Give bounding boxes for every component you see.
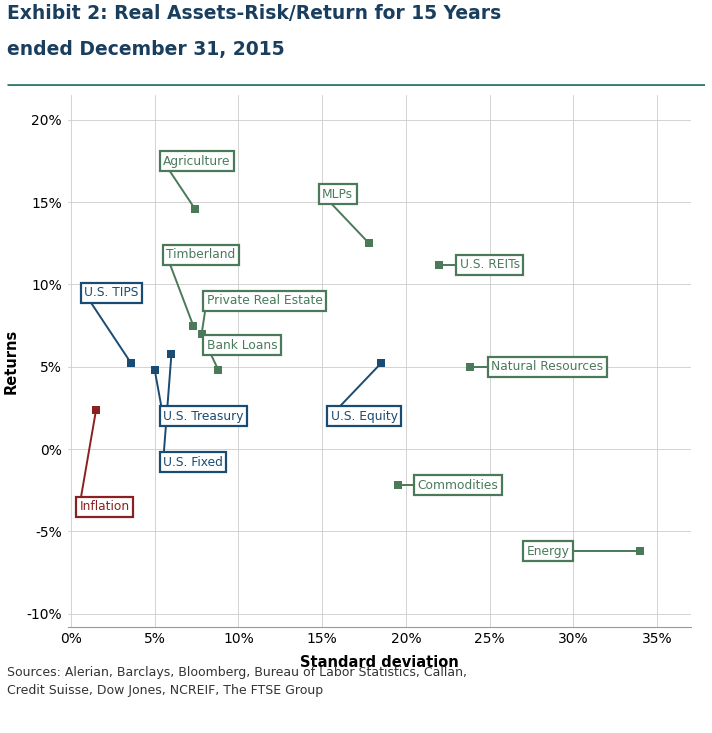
Text: U.S. REITs: U.S. REITs xyxy=(459,258,520,271)
Text: Energy: Energy xyxy=(526,545,570,558)
Y-axis label: Returns: Returns xyxy=(3,328,18,394)
Text: Private Real Estate: Private Real Estate xyxy=(206,295,323,307)
Text: ended December 31, 2015: ended December 31, 2015 xyxy=(7,40,285,59)
Text: Natural Resources: Natural Resources xyxy=(491,360,604,373)
Text: Commodities: Commodities xyxy=(418,479,498,492)
Text: U.S. Treasury: U.S. Treasury xyxy=(163,410,244,423)
Text: Exhibit 2: Real Assets-Risk/Return for 15 Years: Exhibit 2: Real Assets-Risk/Return for 1… xyxy=(7,4,501,23)
Text: U.S. TIPS: U.S. TIPS xyxy=(85,286,139,299)
Text: U.S. Equity: U.S. Equity xyxy=(330,410,397,423)
Text: U.S. Fixed: U.S. Fixed xyxy=(163,456,223,468)
Text: MLPs: MLPs xyxy=(323,188,353,201)
Text: Timberland: Timberland xyxy=(167,248,236,262)
X-axis label: Standard deviation: Standard deviation xyxy=(300,655,459,670)
Text: Inflation: Inflation xyxy=(79,500,130,513)
Text: Sources: Alerian, Barclays, Bloomberg, Bureau of Labor Statistics, Callan,
Credi: Sources: Alerian, Barclays, Bloomberg, B… xyxy=(7,666,467,696)
Text: Agriculture: Agriculture xyxy=(163,155,231,168)
Text: Bank Loans: Bank Loans xyxy=(206,339,277,352)
